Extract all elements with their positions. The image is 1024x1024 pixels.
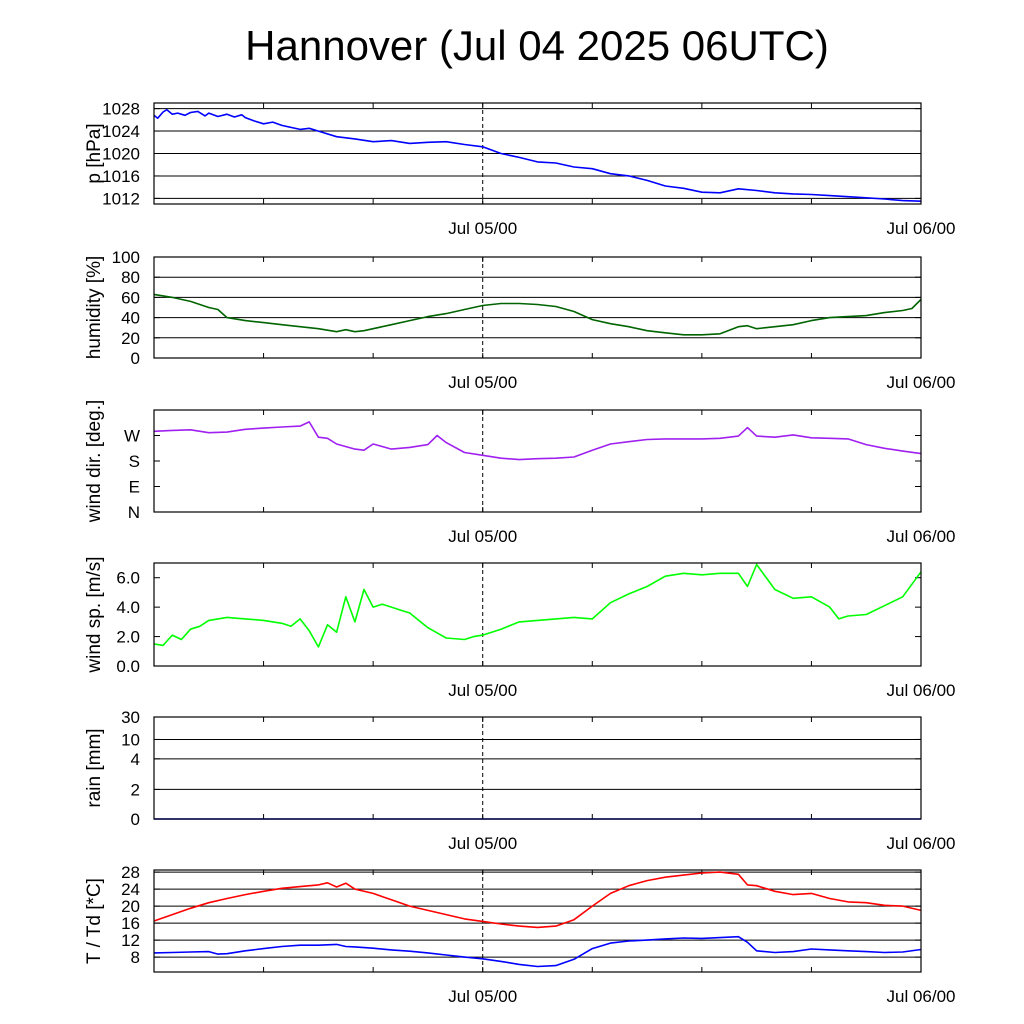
x-tick-label: Jul 06/00 bbox=[887, 219, 956, 238]
x-tick-label: Jul 06/00 bbox=[887, 527, 956, 546]
plot-frame bbox=[153, 409, 922, 513]
y-tick-label: 40 bbox=[121, 309, 140, 328]
y-axis-label: humidity [%] bbox=[84, 256, 105, 359]
y-tick-label: 0.0 bbox=[116, 657, 140, 676]
series-line-humidity bbox=[153, 293, 922, 336]
y-tick-label: 16 bbox=[121, 914, 140, 933]
plot-frame bbox=[153, 869, 922, 973]
plot-frame bbox=[153, 562, 922, 667]
y-tick-label: 6.0 bbox=[116, 569, 140, 588]
y-tick-label: 1016 bbox=[102, 167, 140, 186]
y-axis-label: T / Td [*C] bbox=[84, 878, 105, 964]
y-tick-label: W bbox=[124, 427, 140, 446]
x-tick-label: Jul 06/00 bbox=[887, 834, 956, 853]
y-tick-label: 60 bbox=[121, 288, 140, 307]
series-line-wind_speed bbox=[153, 563, 922, 648]
y-tick-label: 20 bbox=[121, 329, 140, 348]
x-tick-label: Jul 05/00 bbox=[448, 834, 517, 853]
series-line-dewpoint bbox=[153, 935, 922, 968]
x-tick-label: Jul 06/00 bbox=[887, 681, 956, 700]
panel-0: 1012 1016 1020 1024 1028 Jul 05/00 Jul 06/00 p … bbox=[84, 100, 956, 238]
y-tick-label: 1024 bbox=[102, 122, 140, 141]
y-axis-label: rain [mm] bbox=[84, 728, 105, 807]
y-tick-label: 4 bbox=[131, 750, 140, 769]
x-tick-label: Jul 05/00 bbox=[448, 681, 517, 700]
y-tick-label: 0 bbox=[131, 349, 140, 368]
page-title: Hannover (Jul 04 2025 06UTC) bbox=[245, 22, 829, 69]
y-tick-label: 4.0 bbox=[116, 598, 140, 617]
y-tick-label: 12 bbox=[121, 931, 140, 950]
y-tick-label: 1028 bbox=[102, 100, 140, 119]
y-tick-label: 2 bbox=[131, 780, 140, 799]
y-tick-label: 10 bbox=[121, 730, 140, 749]
y-tick-label: 2.0 bbox=[116, 628, 140, 647]
y-tick-label: 1012 bbox=[102, 189, 140, 208]
y-tick-label: E bbox=[129, 478, 140, 497]
x-tick-label: Jul 06/00 bbox=[887, 373, 956, 392]
panel-4: 0 2 410 30 Jul 05/00 Jul 06/00 rain [mm] bbox=[84, 708, 956, 853]
y-axis-label: wind sp. [m/s] bbox=[84, 556, 105, 673]
panel-3: 0.0 2.0 4.0 6.0 Jul 05/00 Jul 06/00 wind sp. [… bbox=[84, 556, 956, 700]
y-tick-label: N bbox=[128, 503, 140, 522]
x-tick-label: Jul 06/00 bbox=[887, 987, 956, 1006]
x-tick-label: Jul 05/00 bbox=[448, 373, 517, 392]
y-tick-label: 100 bbox=[112, 248, 140, 267]
series-line-wind_dir bbox=[153, 421, 922, 461]
y-tick-label: 8 bbox=[131, 948, 140, 967]
y-tick-label: 20 bbox=[121, 897, 140, 916]
series-line-temperature bbox=[153, 871, 922, 929]
y-tick-label: 80 bbox=[121, 268, 140, 287]
y-axis-label: p [hPa] bbox=[84, 123, 105, 183]
plot-frame bbox=[153, 716, 922, 820]
y-tick-label: 1020 bbox=[102, 145, 140, 164]
plot-frame bbox=[153, 256, 922, 359]
x-tick-label: Jul 05/00 bbox=[448, 219, 517, 238]
x-tick-label: Jul 05/00 bbox=[448, 527, 517, 546]
x-tick-label: Jul 05/00 bbox=[448, 987, 517, 1006]
y-tick-label: 28 bbox=[121, 863, 140, 882]
y-tick-label: S bbox=[129, 452, 140, 471]
y-axis-label: wind dir. [deg.] bbox=[84, 400, 105, 524]
series-line-pressure bbox=[153, 108, 922, 202]
y-tick-label: 24 bbox=[121, 880, 140, 899]
y-tick-label: 0 bbox=[131, 810, 140, 829]
y-tick-label: 30 bbox=[121, 708, 140, 727]
plot-frame bbox=[153, 102, 922, 205]
